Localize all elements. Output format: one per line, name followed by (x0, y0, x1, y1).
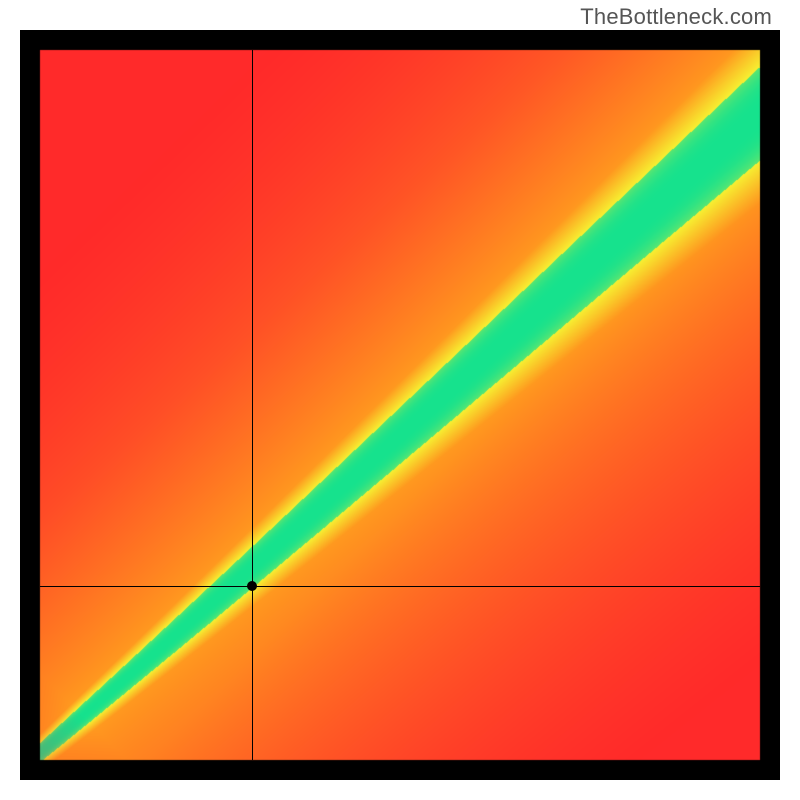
crosshair-horizontal (40, 586, 760, 587)
watermark-text: TheBottleneck.com (580, 4, 772, 30)
crosshair-vertical (252, 50, 253, 760)
bottleneck-heatmap (20, 30, 780, 780)
